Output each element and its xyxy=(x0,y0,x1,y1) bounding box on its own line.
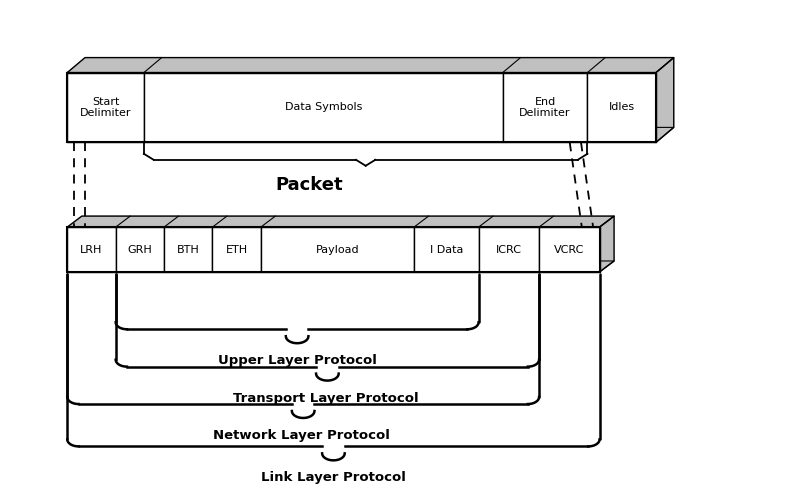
Text: GRH: GRH xyxy=(127,244,152,255)
Text: BTH: BTH xyxy=(177,244,200,255)
Text: Upper Layer Protocol: Upper Layer Protocol xyxy=(217,354,376,367)
Bar xyxy=(502,73,586,142)
Text: VCRC: VCRC xyxy=(553,244,584,255)
Text: Packet: Packet xyxy=(275,176,342,194)
Text: Idles: Idles xyxy=(608,102,634,112)
Polygon shape xyxy=(655,57,673,142)
Bar xyxy=(586,73,655,142)
Polygon shape xyxy=(67,128,673,142)
Bar xyxy=(539,227,599,272)
Text: Start
Delimiter: Start Delimiter xyxy=(79,97,131,118)
Bar xyxy=(67,227,115,272)
Bar xyxy=(67,73,144,142)
Bar xyxy=(164,227,212,272)
Polygon shape xyxy=(67,216,613,227)
Polygon shape xyxy=(67,57,673,73)
Bar xyxy=(67,73,655,142)
Text: Transport Layer Protocol: Transport Layer Protocol xyxy=(232,392,418,405)
Bar xyxy=(67,227,599,272)
Text: Network Layer Protocol: Network Layer Protocol xyxy=(212,429,389,442)
Text: I Data: I Data xyxy=(429,244,462,255)
Bar xyxy=(144,73,502,142)
Bar xyxy=(414,227,478,272)
Text: Payload: Payload xyxy=(315,244,358,255)
Bar xyxy=(478,227,539,272)
Text: ETH: ETH xyxy=(225,244,247,255)
Text: LRH: LRH xyxy=(80,244,102,255)
Bar xyxy=(260,227,414,272)
Polygon shape xyxy=(67,261,613,272)
Text: ICRC: ICRC xyxy=(496,244,521,255)
Polygon shape xyxy=(599,216,613,272)
Text: End
Delimiter: End Delimiter xyxy=(519,97,570,118)
Bar xyxy=(212,227,260,272)
Bar xyxy=(115,227,164,272)
Text: Link Layer Protocol: Link Layer Protocol xyxy=(260,471,406,484)
Text: Data Symbols: Data Symbols xyxy=(285,102,362,112)
